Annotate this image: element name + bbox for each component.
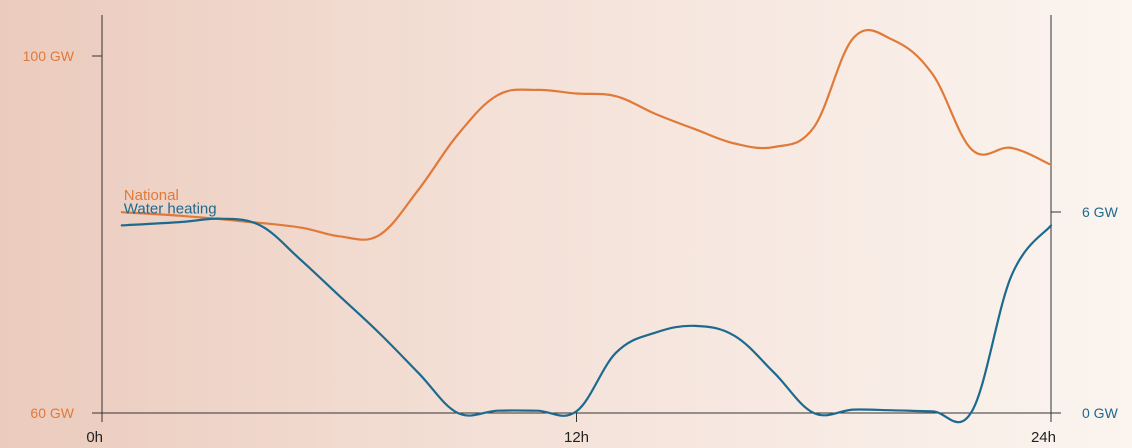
series-label-national: National — [124, 187, 179, 204]
series-line-national — [120, 28, 1053, 241]
right-y-tick-label: 6 GW — [1082, 204, 1119, 220]
x-tick-label: 0h — [86, 429, 103, 446]
series-label-water-heating: Water heating — [124, 200, 217, 217]
series-line-water-heating — [120, 217, 1053, 424]
x-tick-label: 24h — [1031, 429, 1056, 446]
x-tick-label: 12h — [564, 429, 589, 446]
left-y-tick-label: 60 GW — [30, 405, 74, 421]
left-y-tick-label: 100 GW — [23, 48, 75, 64]
right-y-tick-label: 0 GW — [1082, 405, 1119, 421]
